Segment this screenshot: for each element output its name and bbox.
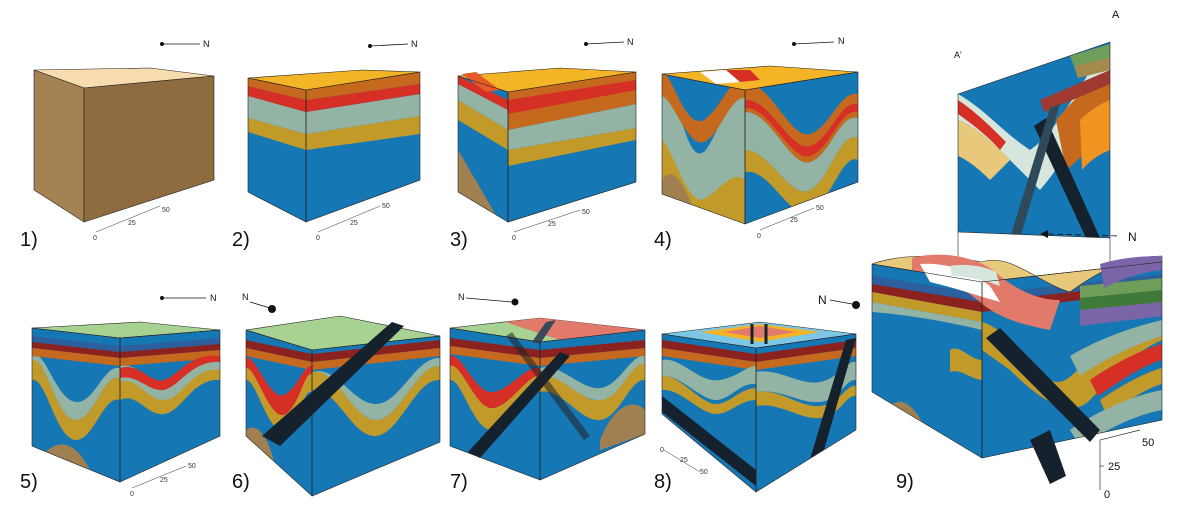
section-label-a: A bbox=[1112, 9, 1120, 21]
scale-bar-8: 0 25 50 bbox=[660, 447, 708, 476]
north-arrow-9: N bbox=[1040, 230, 1137, 244]
panel-1-block bbox=[33, 67, 215, 223]
north-label: N bbox=[627, 37, 634, 47]
north-arrow-2: N bbox=[368, 39, 418, 49]
panel-4-block bbox=[661, 65, 859, 225]
scale-bar-9: 0 25 50 bbox=[1099, 429, 1154, 501]
scale-bar-4: 0 25 50 bbox=[757, 205, 824, 240]
north-label: N bbox=[210, 293, 217, 303]
svg-text:25: 25 bbox=[548, 221, 556, 228]
svg-text:50: 50 bbox=[816, 205, 824, 212]
north-arrow-6: N bbox=[242, 292, 276, 313]
panel-6-dike bbox=[262, 322, 404, 446]
panel-7-block bbox=[449, 317, 646, 481]
north-label: N bbox=[458, 292, 465, 302]
scale-bar-1: 0 25 50 bbox=[93, 205, 170, 242]
panel-6-block bbox=[245, 315, 441, 497]
svg-text:25: 25 bbox=[160, 477, 168, 484]
north-label: N bbox=[242, 292, 249, 302]
north-arrow-5: N bbox=[160, 293, 217, 303]
svg-text:0: 0 bbox=[660, 447, 664, 454]
north-label: N bbox=[838, 36, 845, 46]
scale-bar-2: 0 25 50 bbox=[316, 203, 390, 242]
panel-9-cross-section bbox=[957, 41, 1111, 268]
north-label: N bbox=[411, 39, 418, 49]
panel-6-label: 6) bbox=[232, 471, 250, 493]
panel-3-label: 3) bbox=[450, 229, 468, 251]
svg-text:0: 0 bbox=[1104, 489, 1110, 501]
svg-text:25: 25 bbox=[350, 220, 358, 227]
svg-text:0: 0 bbox=[512, 235, 516, 242]
svg-text:50: 50 bbox=[700, 469, 708, 476]
north-label: N bbox=[818, 293, 827, 307]
svg-text:50: 50 bbox=[582, 209, 590, 216]
svg-text:50: 50 bbox=[1142, 437, 1154, 449]
panel-9-label: 9) bbox=[896, 471, 914, 493]
svg-text:50: 50 bbox=[188, 463, 196, 470]
north-label: N bbox=[203, 39, 210, 49]
north-arrow-8: N bbox=[818, 293, 860, 309]
panel-1-right-face bbox=[83, 75, 215, 223]
north-label: N bbox=[1128, 230, 1137, 244]
north-arrow-4: N bbox=[792, 36, 845, 46]
north-arrow-3: N bbox=[584, 37, 634, 47]
svg-text:25: 25 bbox=[128, 220, 136, 227]
section-label-a-prime: A' bbox=[954, 50, 962, 60]
svg-text:50: 50 bbox=[382, 203, 390, 210]
panel-5-label: 5) bbox=[20, 471, 38, 493]
panel-1-front-face bbox=[33, 69, 85, 223]
panel-4-label: 4) bbox=[654, 229, 672, 251]
panel-5-block bbox=[31, 321, 221, 483]
panel-9-block bbox=[871, 41, 1163, 484]
panel-1-label: 1) bbox=[20, 229, 38, 251]
svg-text:50: 50 bbox=[162, 207, 170, 214]
svg-text:0: 0 bbox=[757, 233, 761, 240]
svg-text:25: 25 bbox=[680, 457, 688, 464]
svg-text:0: 0 bbox=[93, 235, 97, 242]
panel-8-label: 8) bbox=[654, 471, 672, 493]
svg-text:0: 0 bbox=[316, 235, 320, 242]
panel-7-label: 7) bbox=[450, 471, 468, 493]
panel-2-block bbox=[247, 69, 421, 223]
scale-bar-3: 0 25 50 bbox=[512, 209, 590, 242]
panel-8-block bbox=[661, 321, 857, 493]
svg-text:0: 0 bbox=[130, 491, 134, 498]
svg-text:25: 25 bbox=[790, 217, 798, 224]
panel-2-label: 2) bbox=[232, 229, 250, 251]
panel-9-dike bbox=[986, 328, 1100, 442]
panel-3-block bbox=[457, 67, 637, 223]
north-arrow-1: N bbox=[160, 39, 210, 49]
svg-text:25: 25 bbox=[1108, 461, 1120, 473]
scale-bar-5: 0 25 50 bbox=[130, 463, 196, 498]
north-arrow-7: N bbox=[458, 292, 519, 306]
